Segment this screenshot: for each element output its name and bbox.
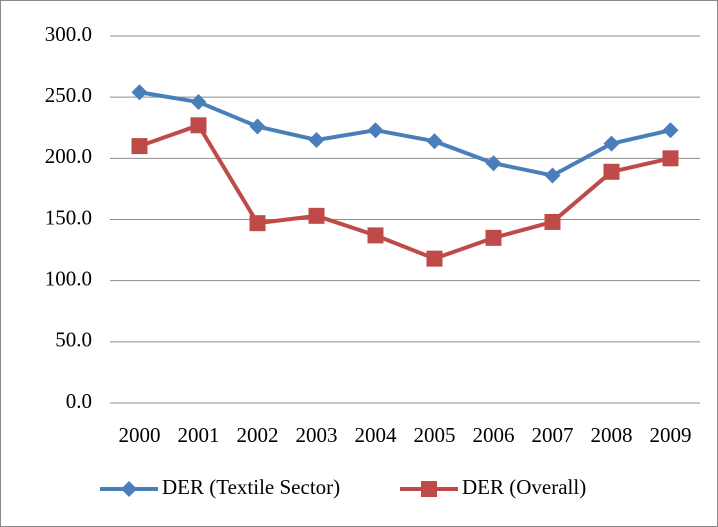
x-tick-label: 2001 [178,423,220,447]
data-point [603,135,620,152]
legend-label: DER (Textile Sector) [162,475,340,499]
x-tick-label: 2009 [650,423,692,447]
legend-marker [421,481,437,497]
data-point [249,118,266,135]
x-tick-label: 2008 [591,423,633,447]
series-line [138,123,671,261]
data-point [308,131,325,148]
series-line [139,90,671,178]
data-point [544,167,561,184]
data-point [367,227,384,244]
x-tick-label: 2004 [355,423,398,447]
x-tick-label: 2003 [296,423,338,447]
data-point [662,150,679,167]
data-point [249,215,266,232]
x-tick-label: 2006 [473,423,515,447]
data-point [485,155,502,172]
data-point [308,207,325,224]
x-tick-label: 2007 [532,423,574,447]
x-tick-label: 2005 [414,423,456,447]
data-point [426,133,443,150]
data-point [544,213,561,230]
y-tick-label: 50.0 [55,328,92,352]
y-tick-label: 200.0 [45,144,92,168]
data-point [367,122,384,139]
y-tick-label: 150.0 [45,205,92,229]
y-tick-label: 0.0 [66,389,92,413]
data-point [190,117,207,134]
y-tick-label: 250.0 [45,83,92,107]
data-point [485,229,502,246]
data-point [603,163,620,180]
legend-marker [121,481,137,497]
y-tick-label: 100.0 [45,266,92,290]
y-tick-label: 300.0 [45,22,92,46]
data-point [662,122,679,139]
legend-label: DER (Overall) [462,475,586,499]
data-point [131,138,148,155]
x-tick-label: 2002 [237,423,279,447]
x-tick-label: 2000 [119,423,161,447]
data-point [131,84,148,101]
data-point [190,94,207,111]
data-point [426,250,443,267]
